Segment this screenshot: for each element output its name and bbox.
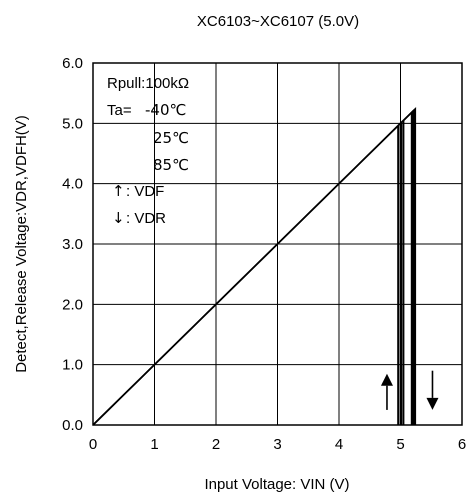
plot-area: [92, 62, 463, 426]
legend-vdr-arrow: ↓: [112, 209, 125, 227]
y-tick-label: 3.0: [62, 236, 83, 253]
y-tick-label: 4.0: [62, 176, 83, 193]
x-axis-label: Input Voltage: VIN (V): [204, 476, 349, 493]
y-tick-labels: 0.0 1.0 2.0 3.0 4.0 5.0 6.0: [62, 55, 83, 434]
legend-temp-25: 25℃: [153, 129, 189, 147]
annotation-arrows: [380, 370, 439, 410]
legend-temp-85: 85℃: [153, 156, 189, 174]
series-group: [92, 106, 417, 426]
legend-vdr-label: : VDR: [126, 210, 166, 227]
x-tick-labels: 0 1 2 3 4 5 6: [89, 436, 466, 453]
annotation-arrow-down-head: [426, 397, 439, 410]
legend-vdf-arrow: ↑: [112, 182, 125, 200]
legend-temp-minus40: -40℃: [145, 101, 186, 119]
x-tick-label: 4: [335, 436, 343, 453]
legend-rpull: Rpull:100kΩ: [107, 75, 189, 92]
x-tick-label: 2: [212, 436, 220, 453]
x-tick-label: 6: [458, 436, 466, 453]
y-tick-label: 2.0: [62, 296, 83, 313]
x-tick-label: 5: [396, 436, 404, 453]
legend: Rpull:100kΩ Ta= -40℃ 25℃ 85℃ ↑ : VDF ↓ :…: [107, 75, 189, 227]
y-tick-label: 5.0: [62, 115, 83, 132]
series-line-6: [402, 108, 415, 425]
x-tick-label: 1: [150, 436, 158, 453]
annotation-arrow-up-head: [380, 373, 393, 386]
x-tick-label: 3: [273, 436, 281, 453]
series-line-3: [92, 106, 417, 426]
chart-title: XC6103~XC6107 (5.0V): [197, 13, 359, 30]
legend-vdf-label: : VDF: [126, 183, 164, 200]
y-axis-label: Detect,Release Voltage:VDR,VDFH(V): [13, 115, 30, 373]
y-tick-label: 6.0: [62, 55, 83, 72]
legend-ta-prefix: Ta=: [107, 102, 132, 119]
y-tick-label: 0.0: [62, 417, 83, 434]
x-tick-label: 0: [89, 436, 97, 453]
y-tick-label: 1.0: [62, 357, 83, 374]
